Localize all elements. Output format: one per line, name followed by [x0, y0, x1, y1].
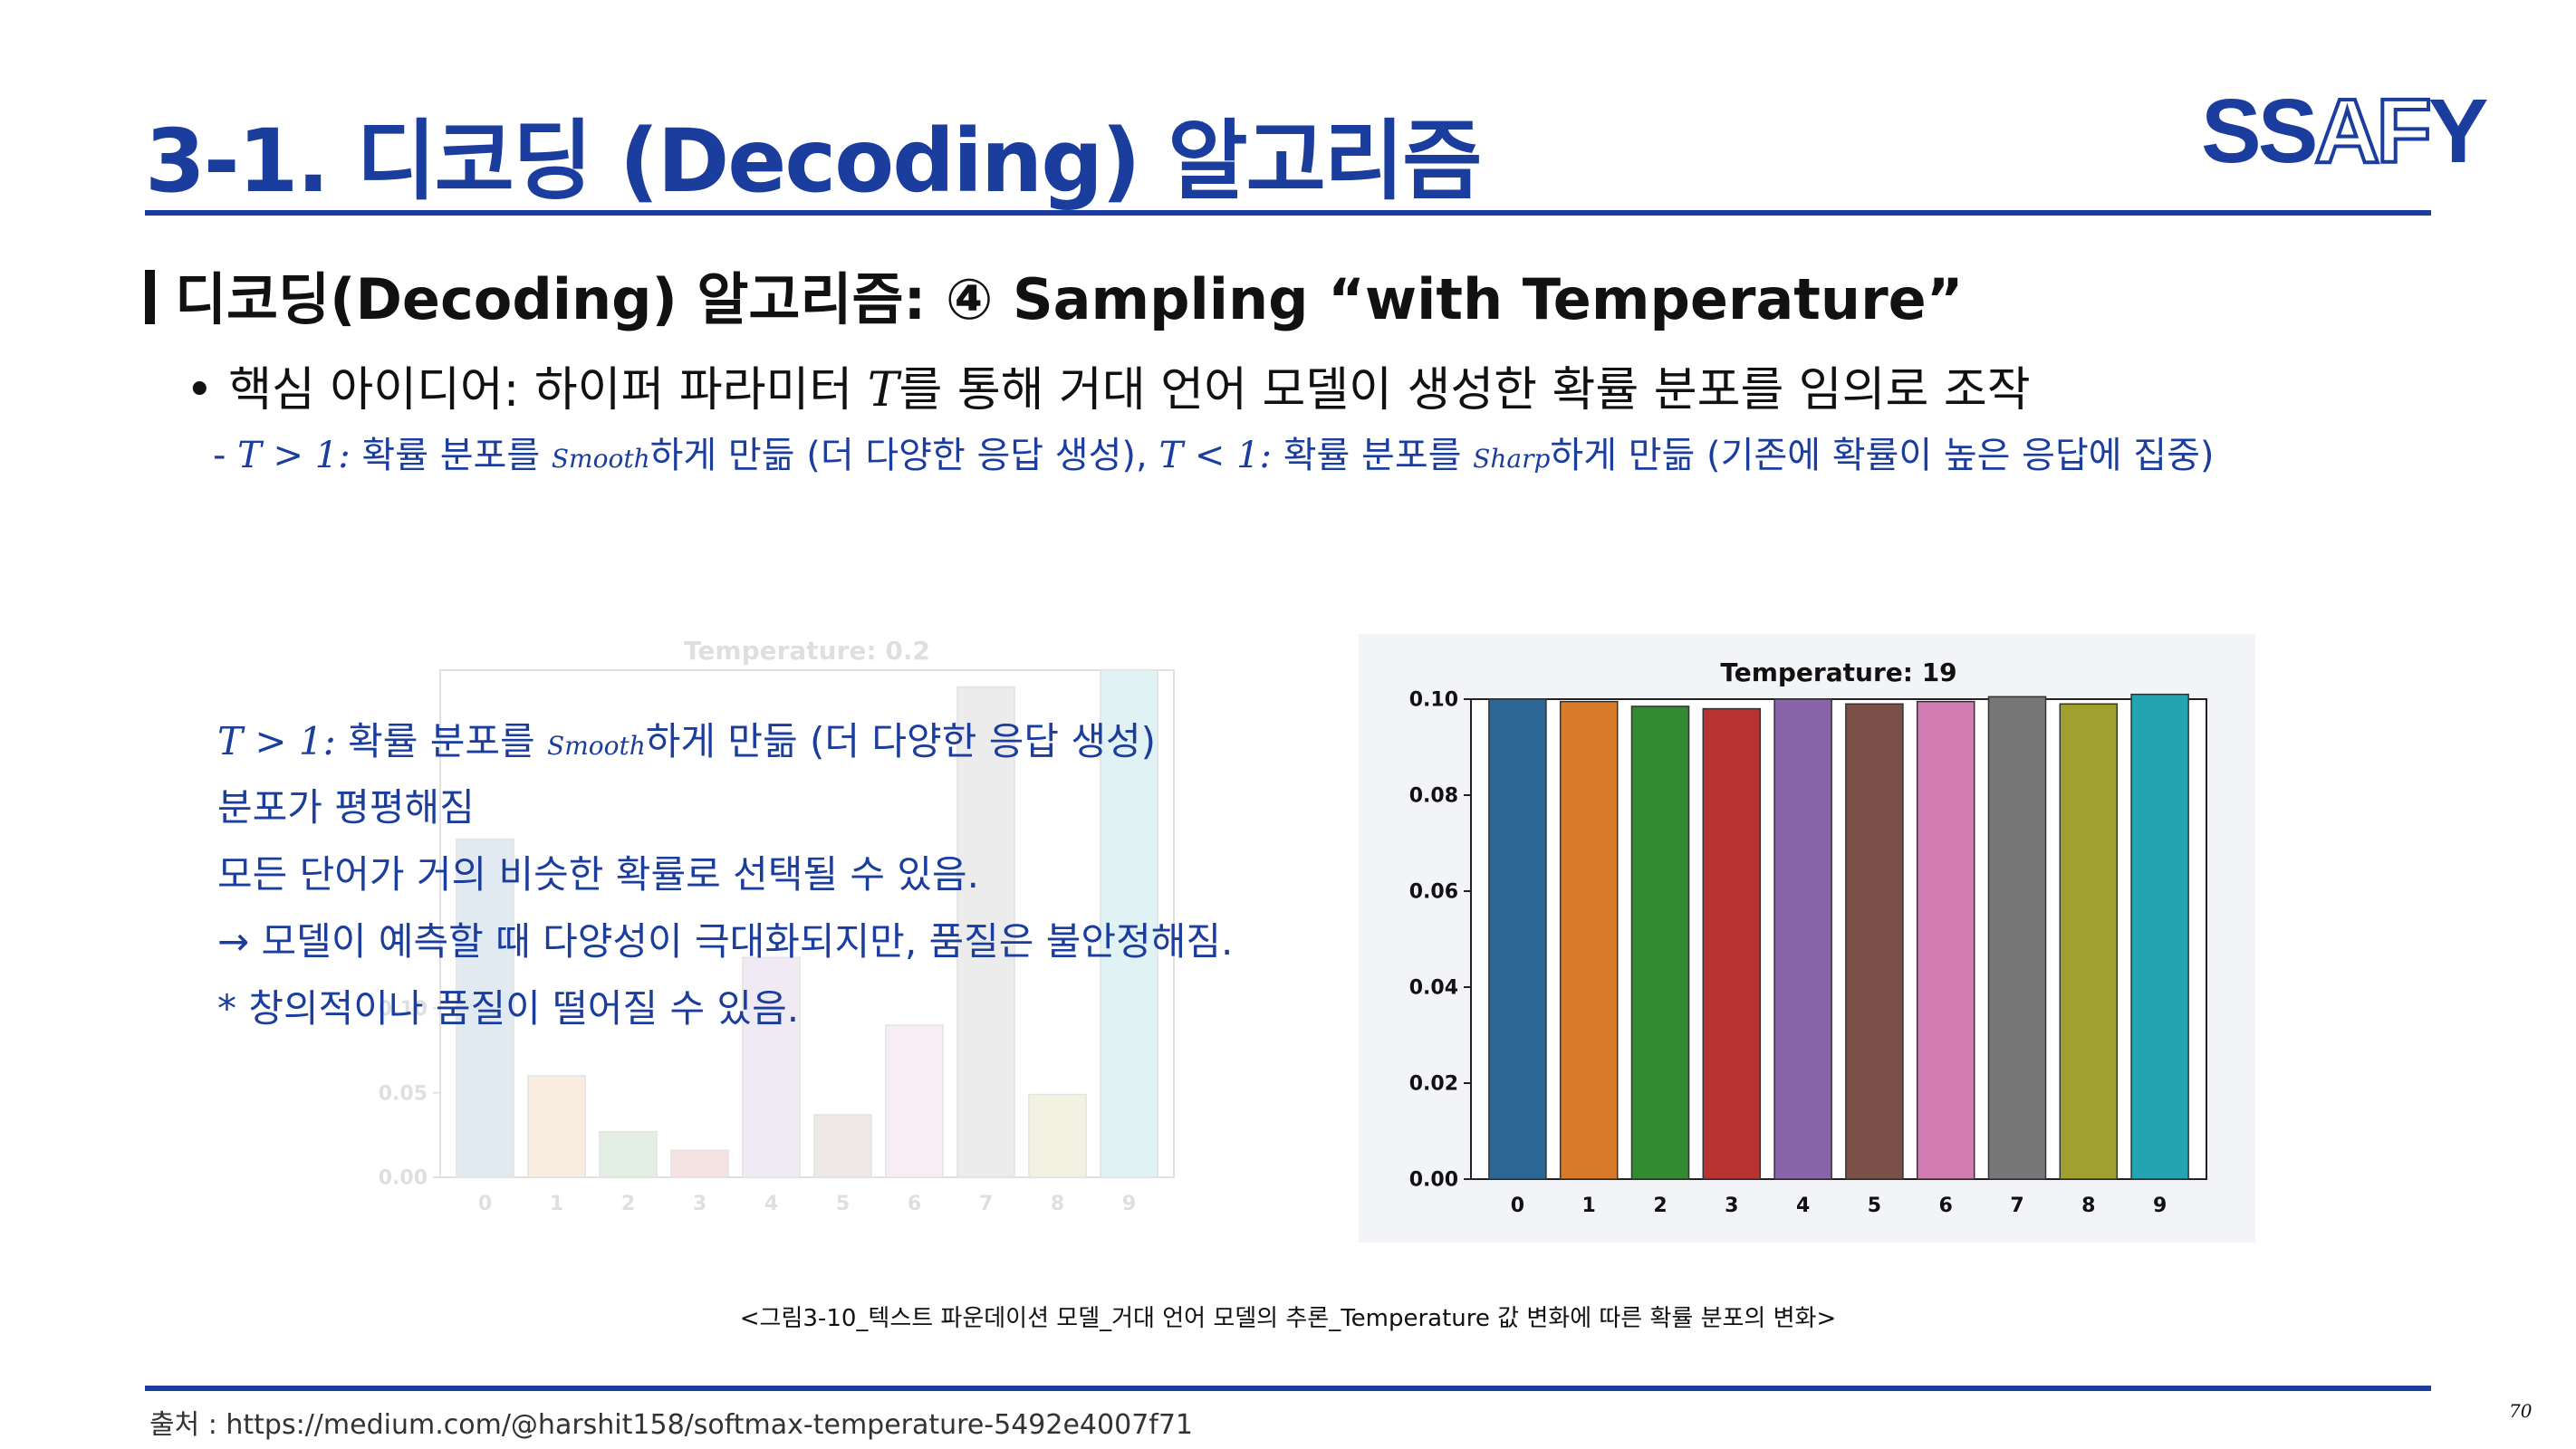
x-tick-label: 4: [1796, 1195, 1810, 1217]
ssafy-logo: SSAFY: [2201, 79, 2489, 184]
sub-text-1: 확률 분포를: [350, 435, 552, 476]
x-tick-label: 2: [621, 1193, 635, 1215]
sub-paren-1: (더 다양한 응답 생성),: [806, 435, 1148, 476]
x-tick-label: 1: [1582, 1195, 1596, 1217]
y-tick-label: 0.10: [1409, 689, 1458, 712]
x-tick-label: 3: [693, 1193, 706, 1215]
bar-3: [670, 1149, 729, 1178]
figure-caption: <그림3-10_텍스트 파운데이션 모델_거대 언어 모델의 추론_Temper…: [739, 1305, 1837, 1332]
logo-part-3: Y: [2427, 81, 2489, 182]
exp-cond: T > 1:: [217, 719, 336, 763]
chart-title: Temperature: 0.2: [684, 636, 930, 666]
explanation-line-1: T > 1: 확률 분포를 Smooth하게 만듦 (더 다양한 응답 생성): [217, 711, 1156, 766]
x-tick-label: 5: [836, 1193, 850, 1215]
x-tick-label: 7: [2010, 1195, 2023, 1217]
explanation-line-3: 모든 단어가 거의 비슷한 확률로 선택될 수 있음.: [217, 852, 979, 897]
page-number: 70: [2509, 1400, 2533, 1422]
x-tick-label: 0: [1511, 1195, 1524, 1217]
bar-9: [1100, 669, 1158, 1178]
x-tick-label: 7: [979, 1193, 993, 1215]
sub-paren-2: (기존에 확률이 높은 응답에 집중): [1706, 435, 2215, 476]
page-title: 3-1. 디코딩 (Decoding) 알고리즘: [145, 110, 1483, 212]
x-tick-label: 6: [1939, 1195, 1953, 1217]
y-tick-label: 0.10: [379, 998, 428, 1021]
explanation-line-2: 분포가 평평해짐: [217, 785, 475, 830]
sub-text-3: 확률 분포를: [1272, 435, 1474, 476]
bar-3: [1702, 707, 1762, 1180]
bar-0: [1488, 698, 1547, 1180]
bar-2: [1630, 705, 1690, 1180]
bar-1: [1559, 700, 1619, 1180]
bar-5: [1845, 703, 1904, 1180]
bar-8: [2059, 703, 2119, 1180]
sub-cond-2: T < 1:: [1158, 435, 1273, 476]
sub-dash: -: [213, 435, 226, 476]
sub-cond-1: T > 1:: [237, 435, 351, 476]
bullet-prefix: 핵심 아이디어: 하이퍼 파라미터: [228, 363, 868, 417]
bullet-var: T: [867, 363, 899, 417]
exp-word-smooth: Smooth: [547, 731, 646, 761]
sub-word-smooth: Smooth: [551, 444, 650, 474]
y-tick-label: 0.04: [1409, 977, 1458, 1000]
sub-text-4: 하게 만듦: [1550, 435, 1707, 476]
explanation-line-5: * 창의적이나 품질이 떨어질 수 있음.: [217, 986, 800, 1031]
y-tick-label: 0.00: [379, 1167, 428, 1190]
x-tick-label: 8: [2081, 1195, 2095, 1217]
heading-bar: [145, 270, 155, 324]
bar-7: [1987, 696, 2047, 1180]
bar-9: [2130, 693, 2189, 1180]
y-tick-label: 0.02: [1409, 1073, 1458, 1096]
bullet-suffix: 를 통해 거대 언어 모델이 생성한 확률 분포를 임의로 조작: [899, 363, 2031, 417]
header-rule: [145, 210, 2431, 216]
x-tick-label: 9: [1122, 1193, 1136, 1215]
footer-rule: [145, 1386, 2431, 1391]
x-tick-label: 2: [1653, 1195, 1667, 1217]
section-heading: 디코딩(Decoding) 알고리즘: ④ Sampling “with Tem…: [145, 254, 1963, 335]
x-tick-label: 8: [1051, 1193, 1064, 1215]
explanation-line-4: → 모델이 예측할 때 다양성이 극대화되지만, 품질은 불안정해짐.: [217, 919, 1234, 964]
bar-4: [1773, 698, 1832, 1180]
exp-text: 확률 분포를: [335, 719, 548, 763]
logo-part-1: SS: [2201, 81, 2318, 182]
bar-5: [813, 1114, 872, 1178]
sub-text-2: 하게 만듦: [649, 435, 807, 476]
x-tick-label: 0: [478, 1193, 492, 1215]
logo-part-2: AF: [2312, 79, 2433, 184]
bar-8: [1028, 1093, 1087, 1178]
source-citation: 출처 : https://medium.com/@harshit158/soft…: [149, 1409, 1194, 1441]
bar-0: [456, 838, 514, 1178]
bar-6: [1916, 700, 1975, 1180]
sub-bullet: - T > 1: 확률 분포를 Smooth하게 만듦 (더 다양한 응답 생성…: [213, 426, 2215, 478]
section-heading-text: 디코딩(Decoding) 알고리즘: ④ Sampling “with Tem…: [175, 266, 1964, 332]
bar-7: [956, 686, 1015, 1178]
x-tick-label: 1: [550, 1193, 563, 1215]
sub-word-sharp: Sharp: [1473, 444, 1551, 474]
bar-2: [599, 1130, 658, 1178]
x-tick-label: 4: [764, 1193, 778, 1215]
bar-chart-temp-19: Temperature: 19 0.00 0.02 0.04 0.06 0.08 0.10 0…: [1409, 657, 2207, 1217]
chart-panel: Temperature: 19 0.00 0.02 0.04 0.06 0.08 0.10 0…: [1359, 634, 2255, 1243]
y-tick-label: 0.05: [379, 1082, 428, 1105]
x-tick-label: 9: [2153, 1195, 2167, 1217]
y-tick-label: 0.00: [1409, 1169, 1458, 1192]
bar-4: [742, 956, 801, 1178]
exp-rest: 하게 만듦 (더 다양한 응답 생성): [645, 719, 1156, 763]
faded-chart-temp-0-2: Temperature: 0.2 0.00 0.05 0.10 0 1 2 3 4 5 6 7 8 9: [379, 636, 1175, 1215]
y-tick-label: 0.06: [1409, 881, 1458, 904]
y-tick-label: 0.08: [1409, 785, 1458, 808]
x-tick-label: 3: [1725, 1195, 1738, 1217]
key-idea-bullet: • 핵심 아이디어: 하이퍼 파라미터 T를 통해 거대 언어 모델이 생성한 …: [186, 363, 2031, 417]
chart-title: Temperature: 19: [1720, 657, 1956, 687]
x-tick-label: 5: [1868, 1195, 1881, 1217]
plot-area: [439, 669, 1175, 1178]
x-tick-label: 6: [908, 1193, 921, 1215]
bar-1: [527, 1075, 586, 1178]
bar-6: [885, 1024, 944, 1178]
